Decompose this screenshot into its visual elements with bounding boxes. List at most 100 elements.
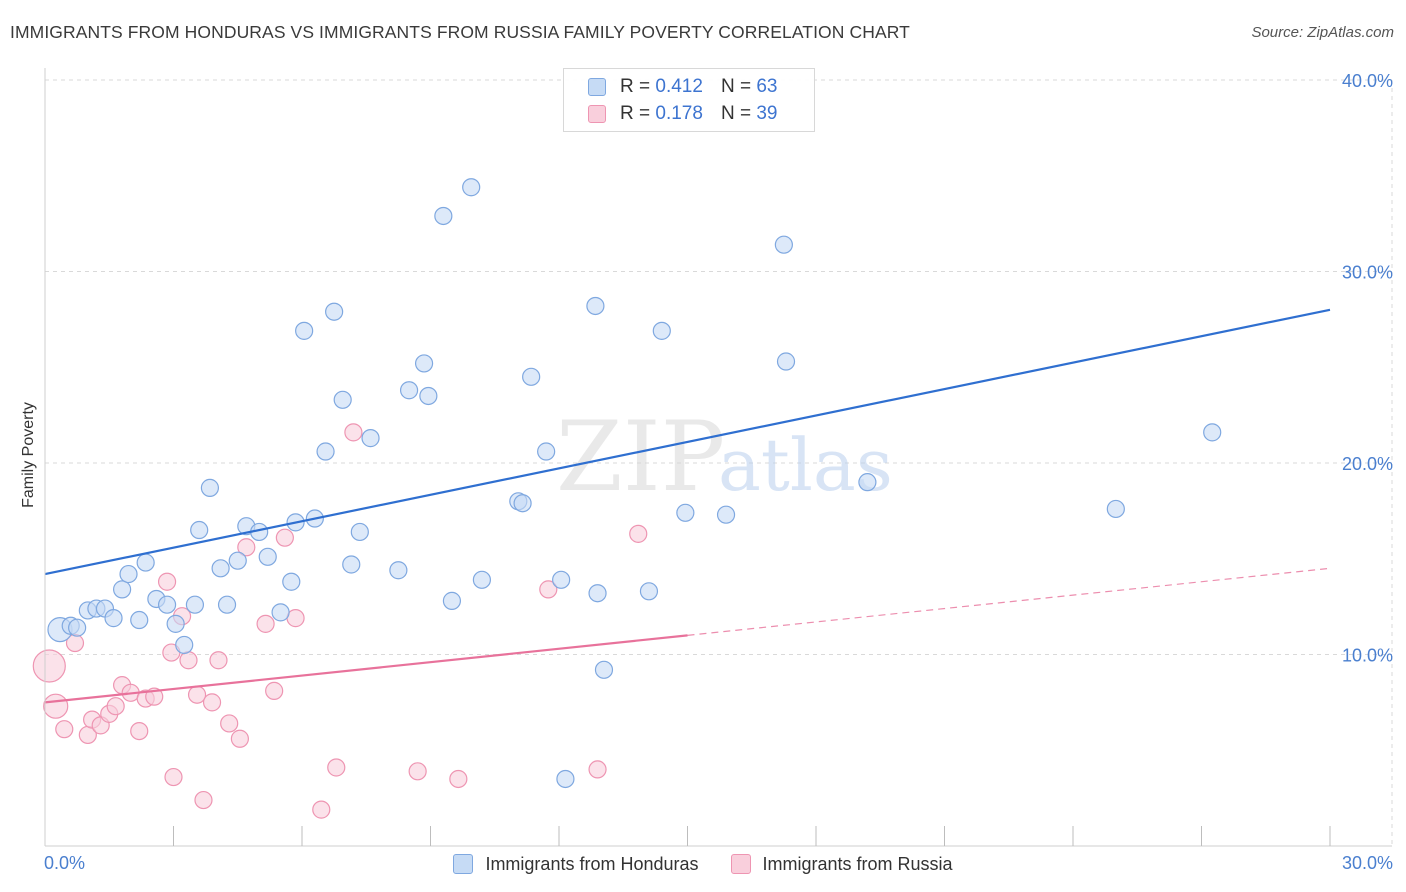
russia-point	[43, 693, 69, 719]
legend-r-value: 0.178	[655, 103, 703, 124]
russia-point	[539, 580, 558, 599]
honduras-point	[342, 555, 361, 574]
legend-r-label: R =	[620, 103, 651, 124]
y-tick-label: 40.0%	[1342, 71, 1393, 91]
honduras-point	[361, 429, 380, 448]
russia-point	[209, 651, 228, 670]
honduras-point	[112, 580, 132, 599]
legend-n-label: N =	[720, 76, 752, 97]
russia-point	[312, 800, 331, 819]
points-russia	[32, 423, 648, 819]
honduras-point	[68, 618, 87, 637]
honduras-point	[434, 206, 453, 226]
honduras-point	[586, 296, 605, 316]
russia-point	[408, 762, 427, 781]
honduras-point	[652, 321, 671, 340]
honduras-point	[211, 559, 230, 578]
russia-point	[202, 693, 222, 712]
russia-point	[327, 758, 346, 777]
legend-item-russia[interactable]: Immigrants from Russia	[730, 853, 953, 875]
honduras-point	[119, 564, 138, 584]
russia-trend-line	[44, 634, 688, 704]
trend-layer	[44, 308, 1331, 704]
honduras-point	[333, 390, 352, 409]
russia-point	[187, 685, 207, 704]
honduras-point	[556, 769, 575, 789]
legend-row-russia: R = 0.178 N = 39	[588, 102, 777, 126]
series-legend: Immigrants from Honduras Immigrants from…	[0, 850, 1406, 878]
russia-point	[106, 697, 125, 716]
honduras-point	[190, 520, 209, 540]
legend-label-honduras: Immigrants from Honduras	[485, 853, 699, 874]
axis-layer: 10.0% 20.0% 30.0% 40.0% 0.0% 30.0%	[44, 68, 1393, 873]
watermark-atlas: atlas	[718, 423, 893, 507]
honduras-point	[472, 570, 491, 589]
honduras-trend-line	[44, 308, 1331, 576]
chart-title: IMMIGRANTS FROM HONDURAS VS IMMIGRANTS F…	[10, 22, 910, 42]
honduras-legend-swatch	[453, 854, 474, 874]
russia-point	[449, 769, 468, 789]
honduras-swatch	[588, 78, 606, 96]
honduras-point	[389, 561, 408, 580]
honduras-point	[414, 354, 434, 373]
honduras-point	[104, 609, 123, 628]
honduras-point	[217, 595, 237, 614]
honduras-point	[774, 235, 793, 254]
honduras-point	[325, 302, 344, 321]
honduras-point	[522, 367, 541, 386]
x-tick-label: 30.0%	[1342, 853, 1393, 873]
russia-point	[629, 524, 648, 543]
russia-point	[265, 681, 284, 700]
russia-point	[179, 651, 198, 670]
honduras-point	[1106, 499, 1125, 519]
honduras-point	[185, 595, 205, 614]
honduras-point	[175, 635, 194, 655]
russia-point	[130, 721, 149, 741]
russia-point	[157, 572, 177, 591]
grid-layer	[45, 79, 1393, 846]
russia-trend-extension	[687, 567, 1331, 636]
legend-n-label: N =	[720, 103, 752, 124]
honduras-point	[166, 614, 185, 633]
russia-point	[344, 423, 363, 442]
russia-point	[256, 614, 275, 633]
legend-label-russia: Immigrants from Russia	[762, 853, 953, 874]
honduras-point	[157, 595, 177, 614]
x-tick-label: 0.0%	[44, 853, 85, 873]
legend-r-label: R =	[620, 76, 651, 97]
legend-n-value: 63	[756, 76, 778, 97]
stats-legend: R = 0.412 N = 63 R = 0.178 N = 39	[563, 68, 815, 132]
legend-item-honduras[interactable]: Immigrants from Honduras	[453, 853, 699, 875]
honduras-point	[282, 572, 301, 591]
honduras-point	[295, 321, 314, 340]
honduras-point	[639, 582, 659, 601]
russia-swatch	[588, 105, 606, 123]
honduras-point	[228, 551, 247, 570]
legend-r-value: 0.412	[655, 76, 703, 97]
russia-point	[32, 649, 66, 683]
russia-legend-swatch	[730, 854, 751, 874]
russia-point	[220, 714, 239, 733]
honduras-point	[552, 570, 571, 589]
honduras-point	[258, 547, 277, 566]
honduras-point	[350, 522, 369, 542]
honduras-point	[594, 660, 614, 679]
honduras-point	[776, 352, 796, 371]
russia-point	[588, 760, 607, 779]
y-tick-label: 30.0%	[1342, 263, 1393, 283]
honduras-point	[399, 381, 419, 400]
honduras-point	[442, 591, 462, 610]
honduras-point	[513, 494, 532, 513]
legend-row-honduras: R = 0.412 N = 63	[588, 75, 777, 99]
honduras-point	[200, 478, 220, 497]
russia-point	[230, 729, 249, 748]
y-tick-label: 20.0%	[1342, 454, 1393, 474]
honduras-point	[537, 442, 556, 461]
russia-point	[237, 538, 256, 557]
honduras-point	[419, 386, 438, 406]
y-tick-label: 10.0%	[1342, 646, 1393, 666]
honduras-point	[676, 503, 695, 522]
honduras-point	[271, 603, 290, 622]
points-honduras	[47, 178, 1222, 789]
